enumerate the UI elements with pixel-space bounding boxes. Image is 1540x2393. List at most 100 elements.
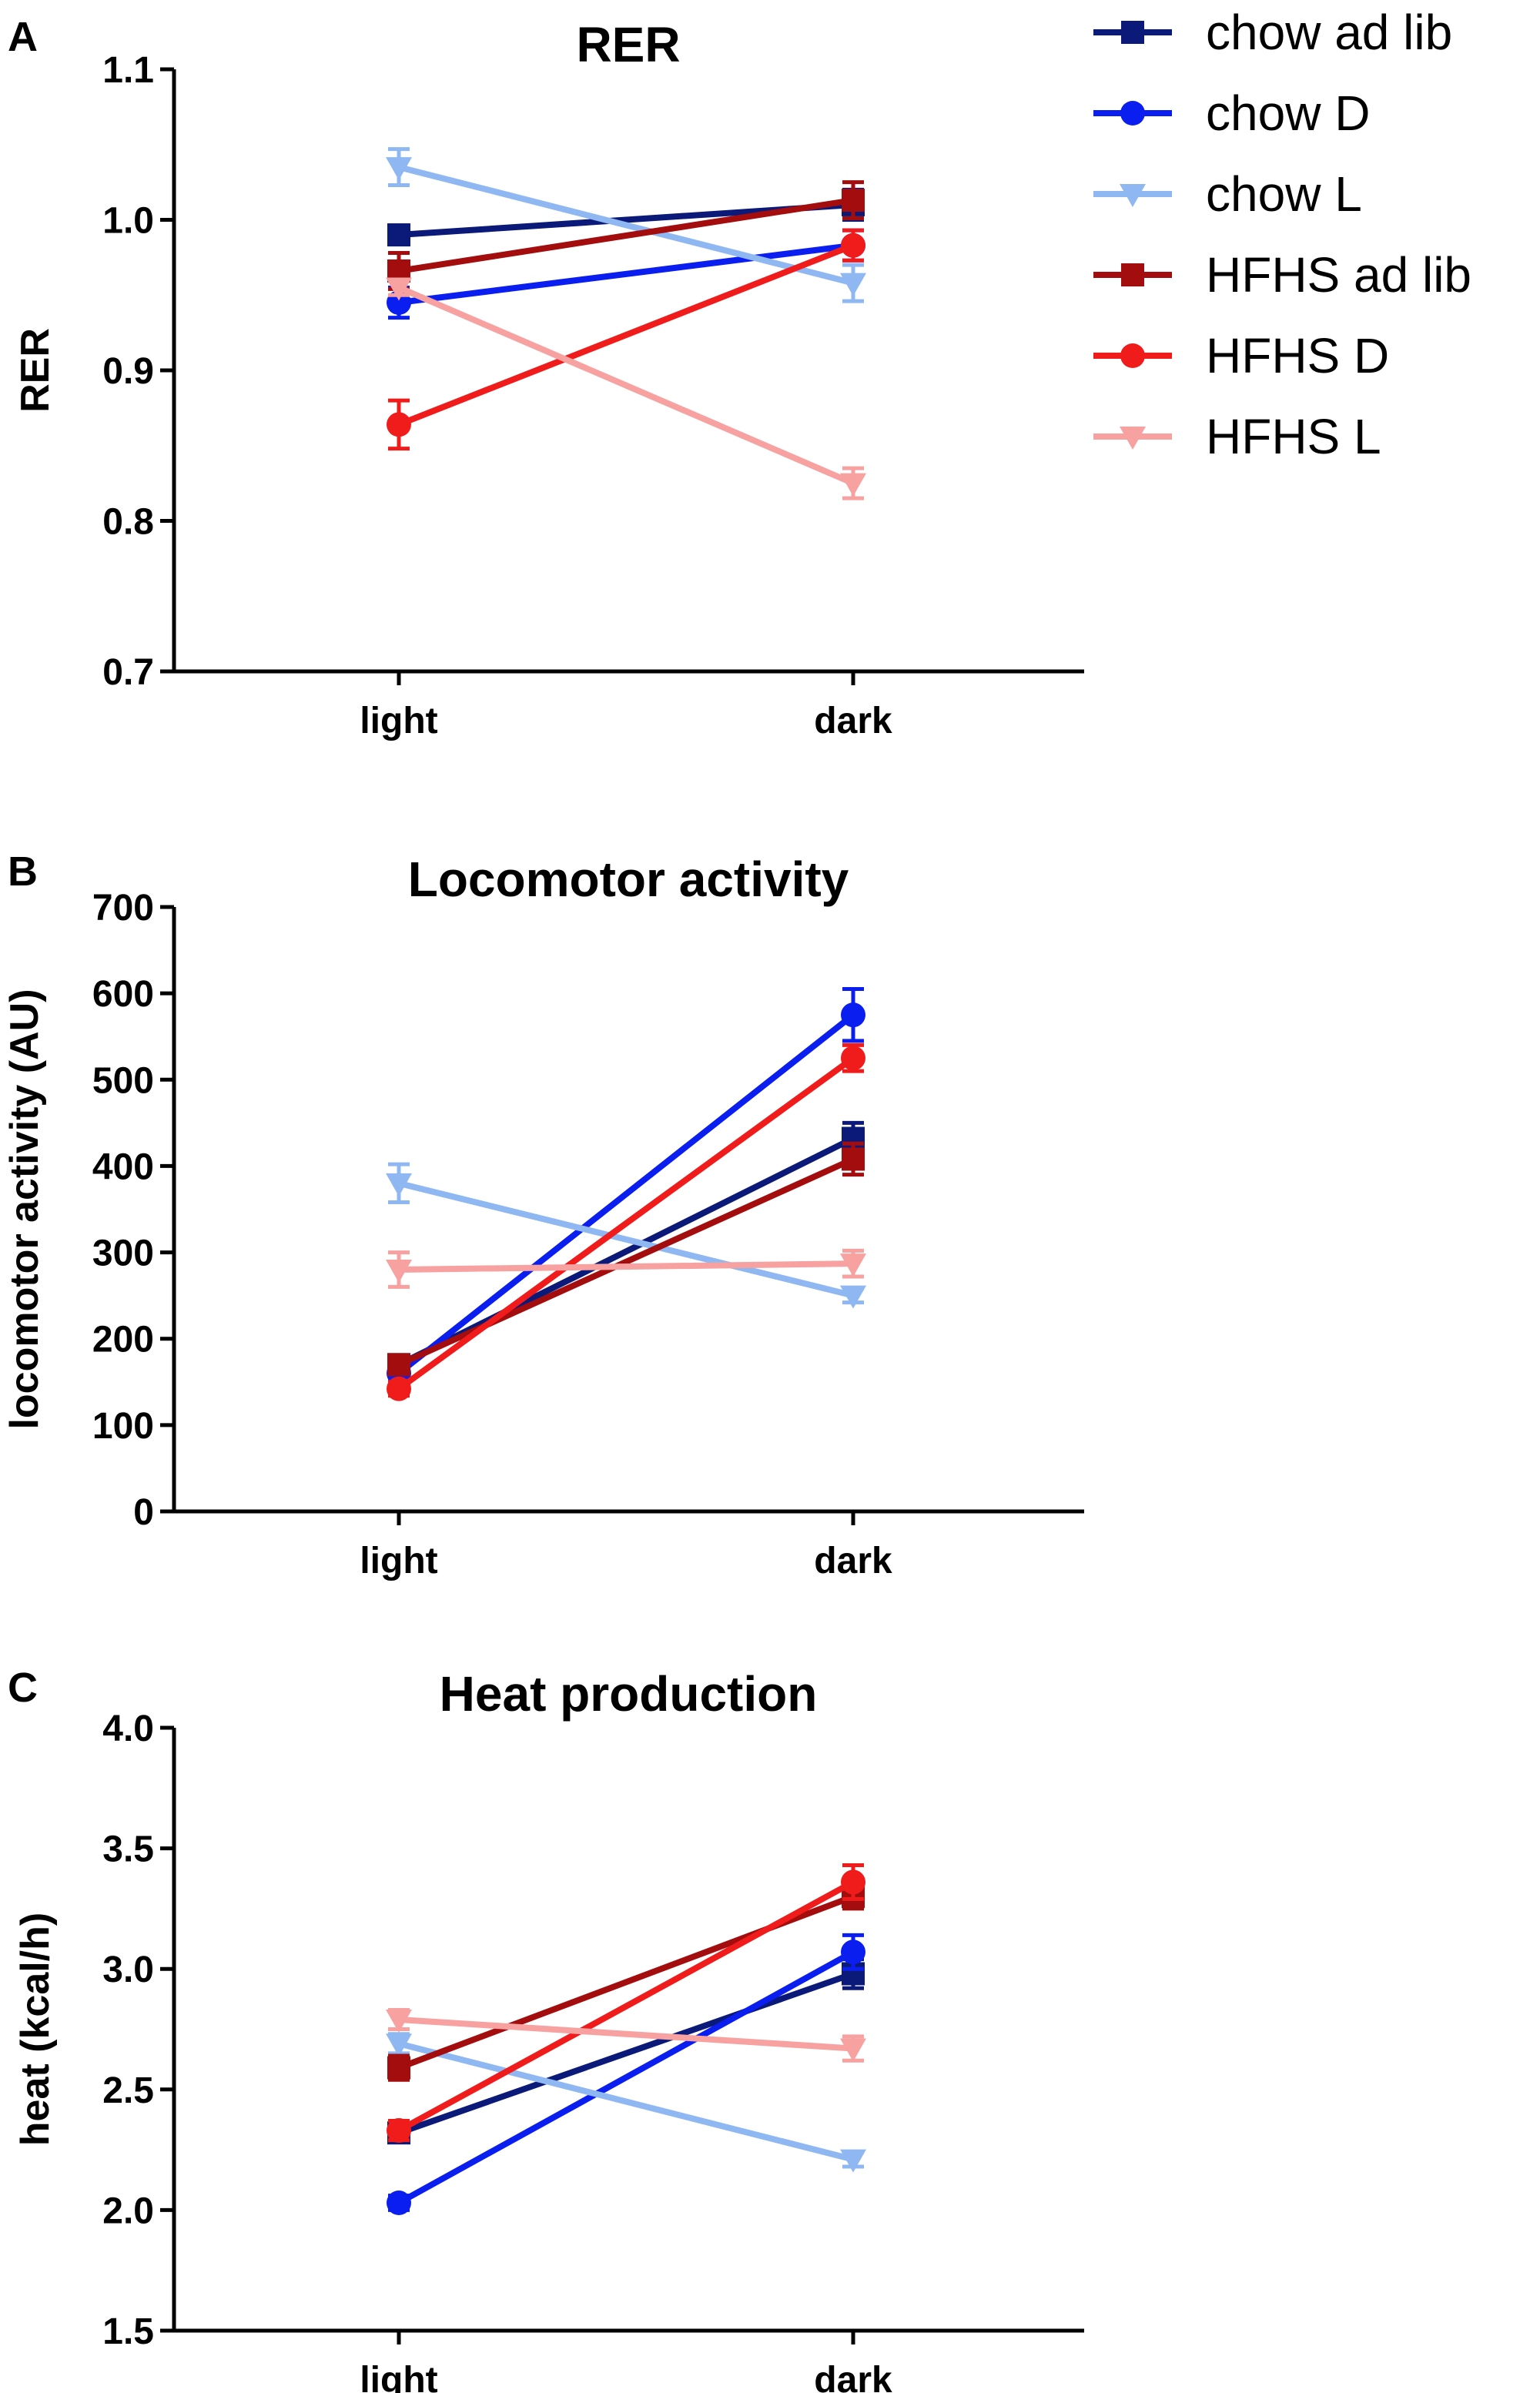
series-line — [397, 284, 855, 487]
series-chow-l — [386, 147, 866, 303]
data-point — [386, 2033, 412, 2057]
y-tick-label: 700 — [92, 888, 154, 929]
data-point — [386, 1173, 412, 1196]
series-line — [397, 1056, 855, 1391]
legend-label: chow ad lib — [1206, 5, 1452, 60]
legend-label: HFHS ad lib — [1206, 247, 1471, 303]
data-point — [386, 2009, 412, 2033]
data-point — [386, 157, 412, 181]
y-tick-label: 2.0 — [102, 2191, 154, 2231]
y-axis-label: locomotor activity (AU) — [2, 989, 47, 1429]
y-tick-label: 0.7 — [102, 652, 154, 693]
legend-marker — [1121, 21, 1144, 44]
y-tick-label: 1.0 — [102, 201, 154, 242]
series-line — [397, 1135, 855, 1367]
data-point — [841, 1002, 865, 1028]
data-point — [840, 473, 866, 497]
series-line — [397, 1012, 855, 1376]
data-point — [841, 1940, 865, 1965]
legend-item-chow-d: chow D — [1093, 85, 1370, 141]
x-tick-label-dark: dark — [814, 2360, 892, 2393]
y-axis-label: RER — [13, 328, 58, 413]
y-tick-label: 3.0 — [102, 1950, 154, 1990]
x-tick-label-dark: dark — [814, 1541, 892, 1581]
legend-marker — [1120, 184, 1146, 207]
y-tick-label: 200 — [92, 1320, 154, 1360]
series-line — [398, 1180, 854, 1299]
data-point — [840, 273, 866, 296]
series-line — [398, 197, 854, 274]
y-tick-label: 2.5 — [102, 2070, 154, 2111]
series-hfhs-d — [387, 1043, 865, 1401]
data-point — [840, 2038, 866, 2062]
y-tick-label: 0 — [133, 1492, 154, 1533]
series-hfhs-l — [386, 2007, 866, 2063]
series-line — [398, 2016, 854, 2052]
legend-label: HFHS L — [1206, 409, 1381, 464]
data-point — [386, 1260, 412, 1283]
data-point — [841, 233, 865, 258]
data-point — [840, 1285, 866, 1309]
data-point — [387, 2056, 410, 2080]
data-point — [840, 2149, 866, 2173]
series-line — [397, 1879, 855, 2134]
y-tick-label: 300 — [92, 1233, 154, 1274]
panel-letter-a: A — [8, 14, 38, 60]
series-line — [398, 164, 854, 286]
data-point — [386, 277, 412, 301]
y-tick-label: 0.8 — [102, 502, 154, 543]
data-point — [387, 412, 411, 437]
y-tick-label: 0.9 — [102, 351, 154, 392]
legend-label: chow L — [1206, 166, 1362, 222]
legend-marker — [1121, 263, 1144, 286]
data-point — [387, 2118, 411, 2144]
series-hfhs-l — [386, 1248, 866, 1289]
series-hfhs-d — [387, 1863, 865, 2144]
x-tick-label-dark: dark — [814, 701, 892, 741]
panel-heat-production: C Heat production 1.5 2.0 2.5 3.0 3.5 4.0 ligh… — [8, 1665, 1084, 2393]
data-point — [842, 189, 865, 213]
chart-title-locomotor: Locomotor activity — [408, 852, 849, 907]
y-tick-label: 600 — [92, 974, 154, 1015]
y-tick-label: 1.5 — [102, 2311, 154, 2352]
series-chow-d — [387, 228, 865, 320]
data-point — [387, 1353, 410, 1377]
series-chow-l — [386, 2032, 866, 2173]
legend: chow ad lib chow D chow L HFHS ad lib HFHS D… — [1093, 5, 1471, 464]
data-point — [387, 2191, 411, 2216]
legend-marker — [1120, 427, 1146, 450]
legend-marker — [1120, 101, 1145, 126]
data-point — [842, 1147, 865, 1171]
legend-item-hfhs-l: HFHS L — [1093, 409, 1381, 464]
series-line — [398, 1260, 854, 1273]
series-chow-l — [386, 1162, 866, 1309]
series-line — [397, 1949, 855, 2206]
legend-label: chow D — [1206, 85, 1370, 141]
series-line — [398, 242, 854, 306]
data-point — [387, 1376, 411, 1401]
legend-label: HFHS D — [1206, 328, 1389, 383]
y-tick-label: 400 — [92, 1146, 154, 1187]
series-hfhs-ad-lib — [387, 180, 865, 291]
y-tick-label: 1.1 — [102, 50, 154, 91]
x-tick-label-light: light — [360, 1541, 437, 1581]
legend-marker — [1120, 343, 1145, 368]
y-axis-label: heat (kcal/h) — [13, 1913, 58, 2146]
x-tick-label-light: light — [360, 2360, 437, 2393]
y-tick-label: 500 — [92, 1060, 154, 1101]
panel-locomotor-activity: B Locomotor activity 0 100 200 300 400 500 600… — [2, 848, 1084, 1581]
series-line — [397, 243, 855, 428]
x-tick-label-light: light — [360, 701, 437, 741]
panel-letter-b: B — [8, 848, 38, 895]
panel-rer: A RER 0.7 0.8 0.9 1.0 1.1 light dark RER — [8, 14, 1084, 741]
series-hfhs-d — [387, 228, 865, 451]
data-point — [841, 1046, 865, 1071]
chart-title-heat: Heat production — [440, 1666, 818, 1722]
y-tick-label: 3.5 — [102, 1829, 154, 1870]
series-chow-d — [387, 1933, 865, 2216]
series-line — [398, 2040, 854, 2163]
legend-item-hfhs-d: HFHS D — [1093, 328, 1389, 383]
data-point — [387, 223, 410, 247]
legend-item-chow-l: chow L — [1093, 166, 1362, 222]
